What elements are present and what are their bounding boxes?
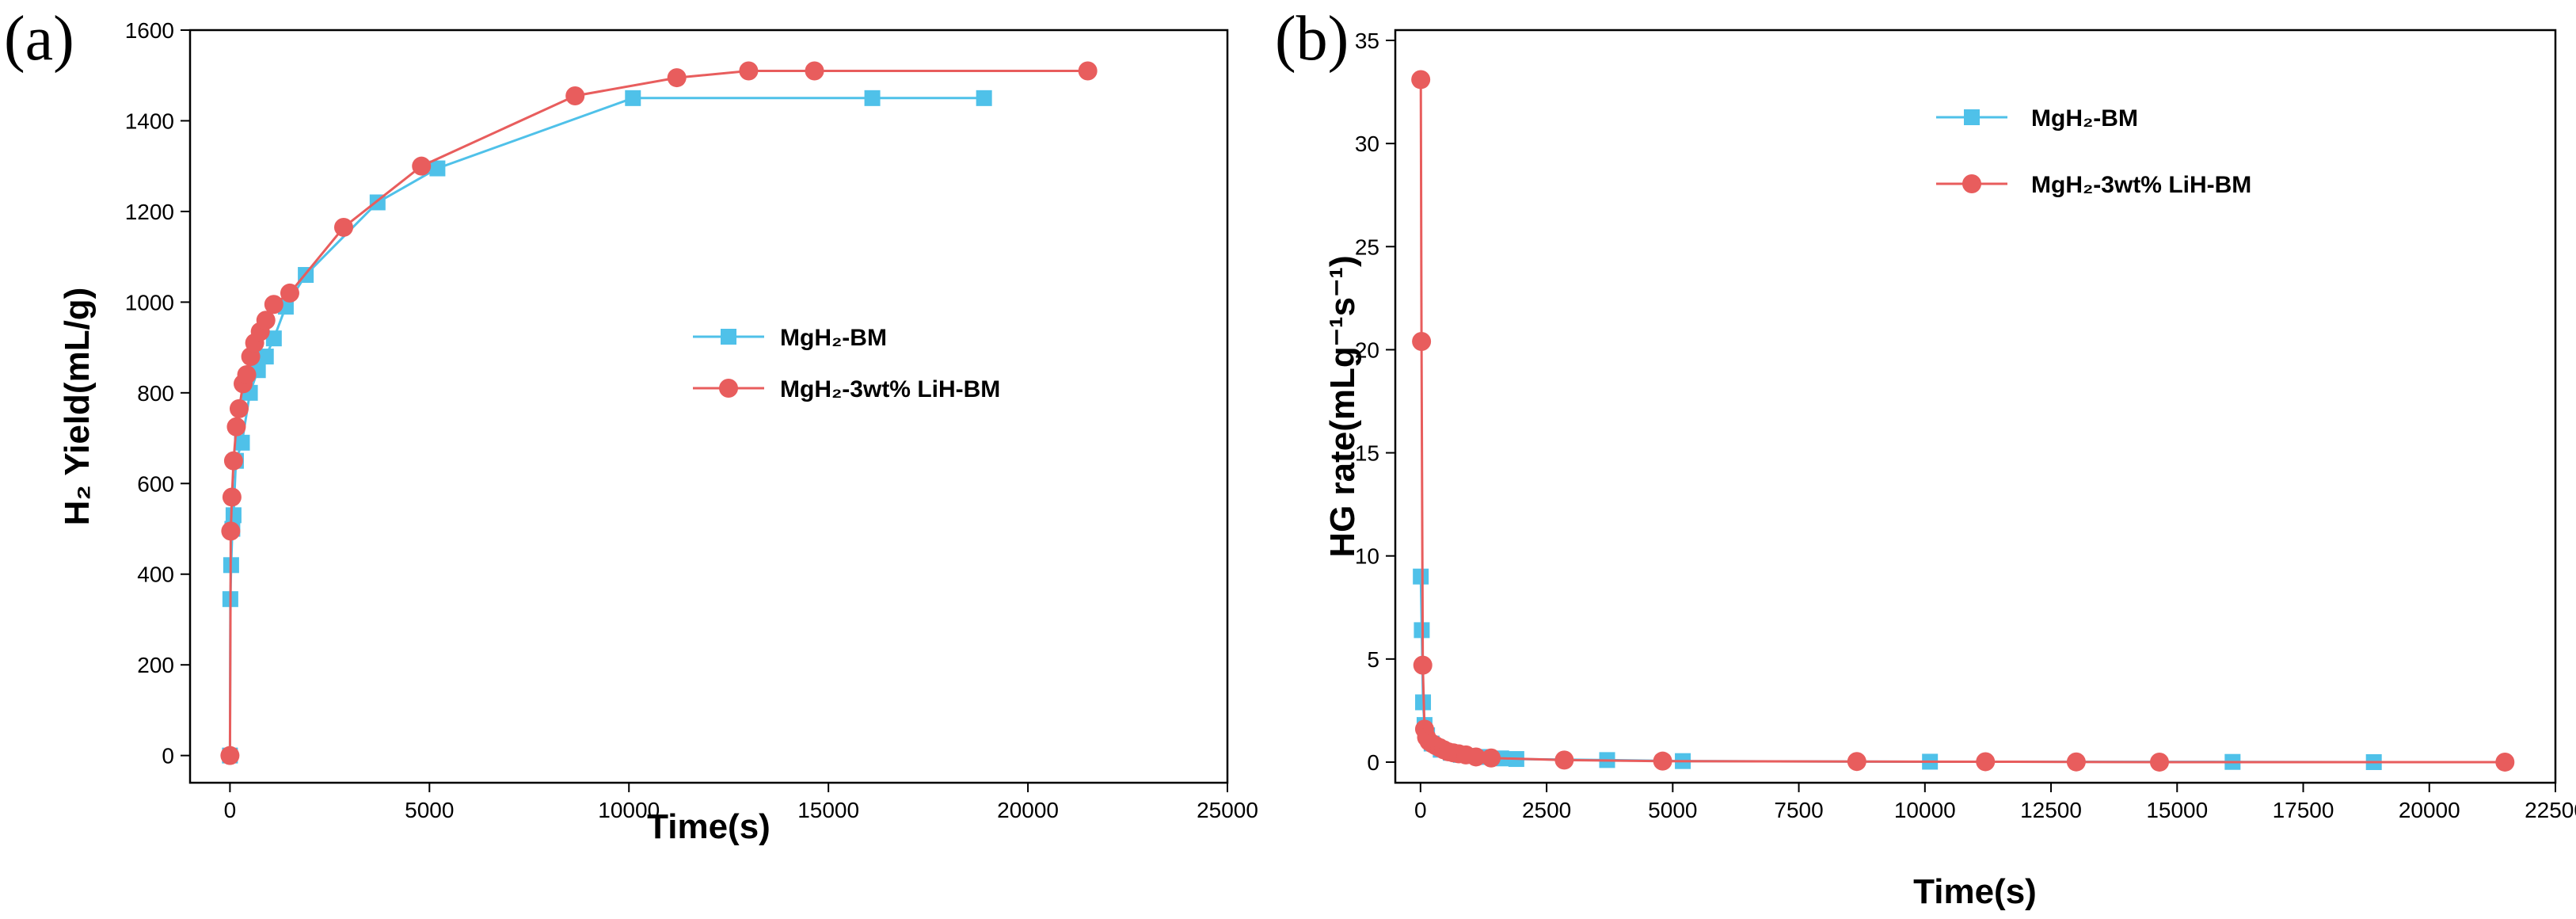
legend-a-marker-1 xyxy=(719,379,738,398)
x-tick-label-a-0: 0 xyxy=(224,798,237,822)
x-tick-label-b-4: 10000 xyxy=(1894,798,1956,822)
data-point-b-1-22 xyxy=(2495,752,2515,772)
data-point-a-0-4 xyxy=(225,507,242,524)
y-tick-label-b-5: 25 xyxy=(1355,235,1379,259)
data-point-b-1-21 xyxy=(2149,752,2169,772)
data-point-a-1-4 xyxy=(226,417,246,437)
y-tick-label-b-1: 5 xyxy=(1367,647,1379,672)
data-point-a-1-7 xyxy=(237,364,257,384)
data-point-a-0-16 xyxy=(864,90,881,106)
x-tick-label-a-5: 25000 xyxy=(1197,798,1258,822)
data-point-b-1-14 xyxy=(1466,747,1486,767)
x-tick-label-a-2: 10000 xyxy=(598,798,660,822)
data-point-a-0-14 xyxy=(429,160,446,177)
y-tick-label-a-7: 1400 xyxy=(125,109,174,133)
legend-a-label-0: MgH₂-BM xyxy=(780,325,887,351)
series-group-b xyxy=(1411,70,2515,772)
series-line-a-0 xyxy=(228,97,984,756)
legend-b-marker-1 xyxy=(1962,174,1981,193)
x-axis-title-b: Time(s) xyxy=(1913,872,2037,911)
y-tick-label-b-6: 30 xyxy=(1355,132,1379,156)
y-axis-title-a: H₂ Yield(mL/g) xyxy=(58,288,97,526)
x-tick-label-b-7: 17500 xyxy=(2273,798,2334,822)
x-tick-label-b-5: 12500 xyxy=(2020,798,2082,822)
data-point-a-1-18 xyxy=(739,61,759,81)
y-tick-label-a-3: 600 xyxy=(137,471,174,496)
data-point-a-1-5 xyxy=(229,398,249,418)
data-point-b-1-1 xyxy=(1412,332,1432,352)
y-tick-label-a-0: 0 xyxy=(162,744,174,768)
y-tick-label-b-2: 10 xyxy=(1355,544,1379,569)
data-point-b-1-15 xyxy=(1482,748,1501,768)
y-tick-label-b-3: 15 xyxy=(1355,441,1379,466)
series-line-a-1 xyxy=(228,70,1088,756)
legend-b-label-1: MgH₂-3wt% LiH-BM xyxy=(2031,172,2251,198)
data-point-a-1-11 xyxy=(256,311,276,330)
data-point-a-1-17 xyxy=(667,68,687,88)
x-tick-label-b-6: 15000 xyxy=(2146,798,2208,822)
data-point-b-0-0 xyxy=(1413,568,1429,585)
x-tick-label-a-3: 15000 xyxy=(797,798,859,822)
data-point-a-1-15 xyxy=(412,156,432,176)
data-point-a-0-10 xyxy=(265,330,282,347)
series-group-a xyxy=(220,61,1098,765)
data-point-a-1-19 xyxy=(805,61,824,81)
legend-a: MgH₂-BM MgH₂-3wt% LiH-BM xyxy=(693,325,1000,402)
x-tick-label-b-0: 0 xyxy=(1414,798,1427,822)
y-tick-label-a-8: 1600 xyxy=(125,18,174,43)
legend-a-label-1: MgH₂-3wt% LiH-BM xyxy=(780,376,1000,402)
y-tick-label-a-1: 200 xyxy=(137,653,174,677)
x-tick-label-b-3: 7500 xyxy=(1774,798,1823,822)
data-point-b-1-17 xyxy=(1653,751,1672,771)
legend-b-label-0: MgH₂-BM xyxy=(2031,105,2138,132)
axes-ticks-b: 0 2500 5000 7500 10000 12500 15000 17500 20000 22… xyxy=(1355,29,2576,822)
data-point-b-1-2 xyxy=(1413,655,1433,675)
y-tick-label-b-7: 35 xyxy=(1355,29,1379,53)
data-point-b-1-19 xyxy=(1976,752,1996,772)
x-tick-label-a-4: 20000 xyxy=(997,798,1059,822)
panel-label-b: (b) xyxy=(1275,4,1349,74)
data-point-b-1-16 xyxy=(1554,750,1574,770)
data-point-a-0-9 xyxy=(257,349,274,365)
data-point-a-0-6 xyxy=(234,434,250,451)
panel-label-a: (a) xyxy=(4,4,74,74)
data-point-a-1-0 xyxy=(220,745,240,765)
data-point-b-1-20 xyxy=(2066,752,2086,772)
data-point-a-1-3 xyxy=(223,451,243,471)
data-point-a-1-14 xyxy=(333,217,353,237)
plot-frame-a xyxy=(188,29,1229,784)
y-tick-label-a-6: 1200 xyxy=(125,200,174,224)
x-tick-label-b-8: 20000 xyxy=(2399,798,2460,822)
x-tick-label-a-1: 5000 xyxy=(405,798,454,822)
legend-b: MgH₂-BM MgH₂-3wt% LiH-BM xyxy=(1936,105,2251,198)
x-tick-label-b-1: 2500 xyxy=(1522,798,1571,822)
y-tick-label-b-4: 20 xyxy=(1355,337,1379,362)
data-point-b-1-0 xyxy=(1411,70,1431,90)
x-axis-title-a: Time(s) xyxy=(647,807,771,846)
y-tick-label-a-2: 400 xyxy=(137,562,174,587)
data-point-a-0-17 xyxy=(976,90,992,106)
y-axis-title-b: HG rate(mLg⁻¹s⁻¹) xyxy=(1323,255,1362,557)
data-point-a-1-2 xyxy=(222,487,242,507)
y-tick-label-b-0: 0 xyxy=(1367,750,1379,775)
data-point-a-1-13 xyxy=(280,283,299,303)
y-tick-label-a-4: 800 xyxy=(137,381,174,406)
plot-frame-b xyxy=(1394,29,2557,784)
y-tick-label-a-5: 1000 xyxy=(125,290,174,315)
data-point-b-1-18 xyxy=(1847,752,1866,772)
legend-b-marker-0 xyxy=(1964,109,1980,125)
data-point-a-1-12 xyxy=(264,295,283,315)
data-point-a-1-16 xyxy=(565,86,585,105)
data-point-a-1-1 xyxy=(221,521,241,541)
legend-a-marker-0 xyxy=(721,329,736,345)
data-point-a-1-20 xyxy=(1078,61,1098,81)
axes-ticks-a: 0 5000 10000 15000 20000 25000 0 200 400 600 800 10… xyxy=(125,18,1258,822)
series-line-b-0 xyxy=(1419,576,2374,764)
data-point-a-0-15 xyxy=(625,90,641,106)
x-tick-label-b-2: 5000 xyxy=(1648,798,1697,822)
